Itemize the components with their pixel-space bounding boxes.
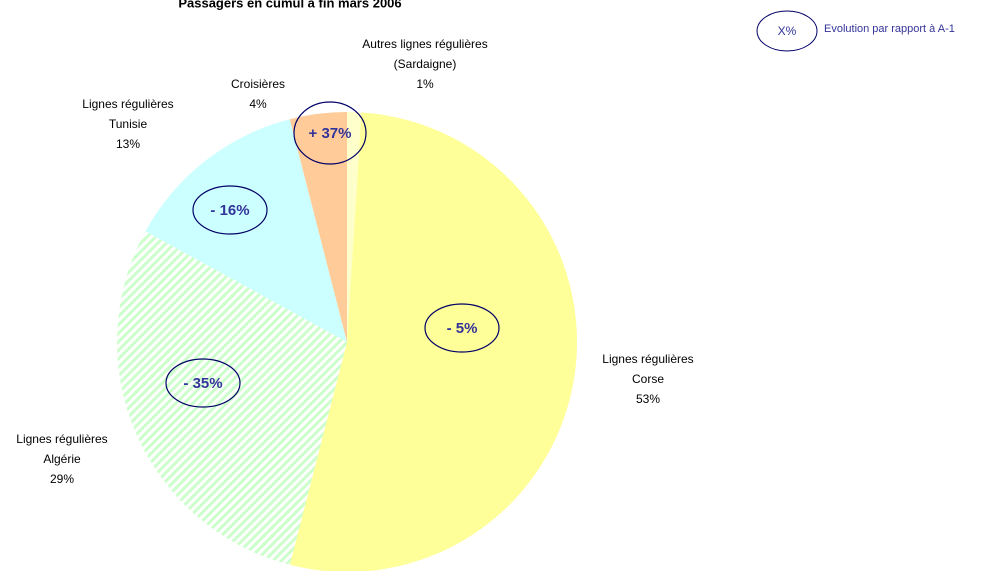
slice-value-label: 1%	[416, 77, 434, 91]
slice-label: Croisières	[231, 77, 285, 91]
slice-label-line: (Sardaigne)	[394, 57, 457, 71]
evolution-label: - 35%	[183, 375, 222, 392]
slice-label-line: Corse	[632, 372, 664, 386]
slice-label: Lignes régulières Algérie	[16, 432, 107, 466]
slice-label-line: Lignes régulières	[82, 97, 173, 111]
evolution-bubble	[293, 101, 367, 165]
pie-slice	[145, 119, 347, 342]
slice-label: Autres lignes régulières (Sardaigne)	[362, 37, 487, 71]
slice-label: Lignes régulières Tunisie	[82, 97, 173, 131]
evolution-label: - 5%	[447, 320, 478, 337]
slice-label-line: Lignes régulières	[602, 352, 693, 366]
slice-label: Lignes régulières Corse	[602, 352, 693, 386]
evolution-bubble	[165, 358, 241, 408]
legend-text: Evolution par rapport à A-1	[824, 23, 955, 35]
evolution-label: - 16%	[210, 202, 249, 219]
slice-value-label: 53%	[636, 392, 660, 406]
evolution-bubble	[424, 303, 500, 353]
slice-value-label: 4%	[249, 97, 267, 111]
evolution-bubble	[192, 185, 268, 235]
legend-symbol	[756, 10, 818, 52]
slice-value-label: 13%	[116, 137, 140, 151]
pie-slice	[289, 112, 577, 571]
pie-slice	[289, 112, 347, 342]
pie-slice	[347, 112, 362, 342]
chart-title: Passagers en cumul à fin mars 2006	[178, 0, 401, 10]
evolution-label: + 37%	[309, 125, 352, 142]
slice-value-label: 29%	[50, 472, 74, 486]
slice-label-line: Autres lignes régulières	[362, 37, 487, 51]
slice-label-line: Croisières	[231, 77, 285, 91]
slice-label-line: Tunisie	[109, 117, 148, 131]
slice-label-line: Lignes régulières	[16, 432, 107, 446]
slice-label-line: Algérie	[43, 452, 81, 466]
legend-symbol-text: X%	[778, 24, 797, 38]
